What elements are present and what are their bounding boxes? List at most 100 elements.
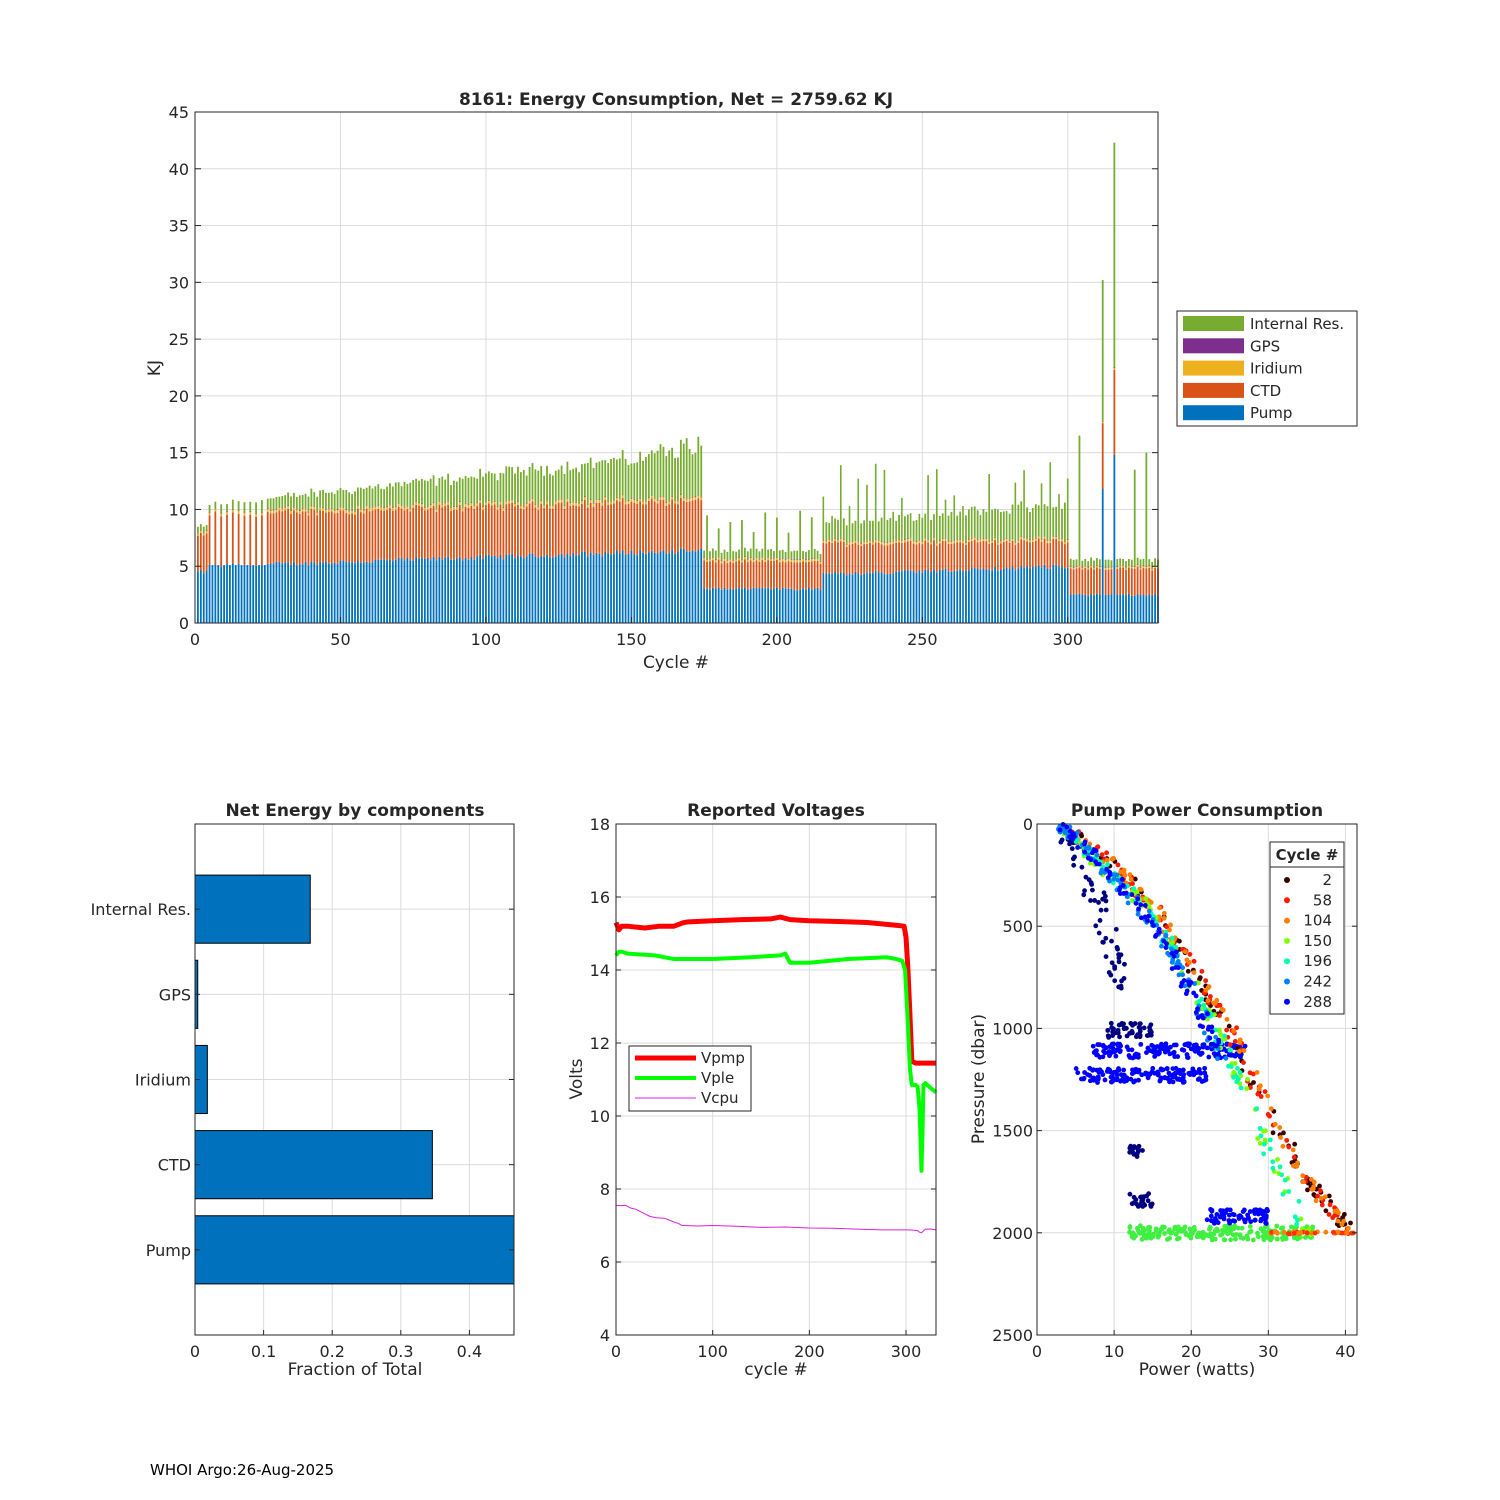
pump-point xyxy=(1115,1030,1121,1036)
energy-bar-segment xyxy=(967,538,970,540)
energy-bar-segment xyxy=(339,561,342,623)
pump-point xyxy=(1162,1049,1168,1055)
energy-bar-segment xyxy=(482,558,484,623)
energy-y-tick-label: 10 xyxy=(169,500,189,519)
energy-bar-segment xyxy=(790,588,793,623)
energy-bar-segment xyxy=(243,512,246,513)
energy-bar-segment xyxy=(1128,593,1130,623)
pump-point xyxy=(1195,1046,1201,1052)
energy-bar-segment xyxy=(517,466,519,502)
pump-point xyxy=(1087,860,1093,866)
energy-bar-segment xyxy=(415,504,418,558)
energy-bar-segment xyxy=(613,500,615,501)
pump-point xyxy=(1131,1069,1137,1075)
pump-legend-marker xyxy=(1284,958,1290,965)
pump-legend-label: 150 xyxy=(1303,932,1332,950)
volt-legend-label: Vpmp xyxy=(701,1049,745,1067)
energy-bar-segment xyxy=(1142,565,1145,567)
pump-legend-label: 104 xyxy=(1303,912,1332,930)
energy-bar-segment xyxy=(362,513,365,563)
pump-point xyxy=(1105,1050,1111,1055)
energy-x-label: Cycle # xyxy=(643,653,709,673)
energy-bar-segment xyxy=(1072,594,1075,623)
energy-bar-segment xyxy=(397,506,400,558)
energy-bar-segment xyxy=(790,558,793,560)
energy-bar-segment xyxy=(787,558,790,559)
energy-bar-segment xyxy=(933,514,935,538)
energy-bar-segment xyxy=(598,499,601,500)
energy-bar-segment xyxy=(540,500,543,501)
energy-bar-segment xyxy=(316,515,319,566)
energy-bar-segment xyxy=(924,538,927,541)
energy-bar-segment xyxy=(307,515,310,566)
energy-legend-swatch xyxy=(1183,382,1244,398)
energy-bar-segment xyxy=(551,505,554,509)
energy-bar-segment xyxy=(816,558,819,559)
energy-bar-segment xyxy=(348,514,351,563)
energy-bar-segment xyxy=(549,473,551,505)
energy-bar-segment xyxy=(205,525,208,531)
energy-bar-segment xyxy=(560,502,563,554)
energy-bar-segment xyxy=(458,557,461,623)
energy-bar-segment xyxy=(764,561,767,589)
energy-bar-segment xyxy=(630,498,633,499)
energy-legend-label: CTD xyxy=(1250,382,1281,400)
energy-bar-segment xyxy=(1040,539,1043,540)
pump-point xyxy=(1148,1233,1153,1239)
pump-point xyxy=(1269,1229,1275,1235)
energy-bar-segment xyxy=(522,469,525,507)
energy-bar-segment xyxy=(290,510,292,514)
pump-y-tick-label: 1000 xyxy=(992,1019,1033,1038)
energy-bar-segment xyxy=(819,561,822,564)
energy-bar-segment xyxy=(394,559,397,623)
energy-bar-segment xyxy=(1002,541,1005,569)
energy-bar-segment xyxy=(668,504,671,554)
energy-bar-segment xyxy=(732,589,735,623)
pump-point xyxy=(1102,893,1108,899)
energy-bar-segment xyxy=(316,565,319,623)
energy-bar-segment xyxy=(575,502,578,503)
energy-bar-segment xyxy=(479,502,482,555)
pump-point xyxy=(1187,1226,1193,1232)
pump-point xyxy=(1176,972,1182,978)
pump-point xyxy=(1139,1072,1145,1078)
energy-bar-segment xyxy=(365,487,368,506)
energy-bar-segment xyxy=(770,549,772,558)
pump-point xyxy=(1115,862,1121,868)
pump-point xyxy=(1113,926,1119,932)
energy-bar-segment xyxy=(525,503,528,507)
energy-bar-segment xyxy=(237,510,240,514)
energy-bar-segment xyxy=(383,507,386,509)
pump-point xyxy=(1156,926,1162,932)
pump-point xyxy=(1231,1028,1237,1034)
energy-bar-segment xyxy=(711,557,714,561)
energy-bar-segment xyxy=(723,587,726,623)
energy-bar-segment xyxy=(930,542,932,545)
pump-point xyxy=(1117,891,1123,896)
energy-bar-segment xyxy=(1101,420,1104,422)
energy-bar-segment xyxy=(1084,558,1087,566)
energy-bar-segment xyxy=(380,510,383,560)
pump-point xyxy=(1168,1044,1173,1050)
energy-bar-segment xyxy=(1116,567,1119,569)
energy-bar-segment xyxy=(752,559,755,560)
pump-point xyxy=(1247,1209,1253,1214)
energy-bar-segment xyxy=(330,508,333,512)
energy-bar-segment xyxy=(563,473,566,506)
energy-bar-segment xyxy=(298,495,301,511)
energy-bar-segment xyxy=(255,502,257,514)
energy-bar-segment xyxy=(659,500,662,552)
energy-bar-segment xyxy=(805,589,807,623)
energy-bar-segment xyxy=(819,561,822,562)
volt-y-tick-label: 14 xyxy=(590,961,610,980)
energy-bar-segment xyxy=(380,559,383,623)
energy-bar-segment xyxy=(534,507,537,557)
energy-bar-segment xyxy=(656,553,659,623)
energy-bar-segment xyxy=(994,539,996,567)
energy-bar-segment xyxy=(985,511,988,539)
energy-bar-segment xyxy=(441,559,444,623)
energy-bar-segment xyxy=(857,541,860,543)
energy-bar-segment xyxy=(845,575,848,623)
energy-bar-segment xyxy=(435,508,438,509)
energy-bar-segment xyxy=(598,502,601,554)
